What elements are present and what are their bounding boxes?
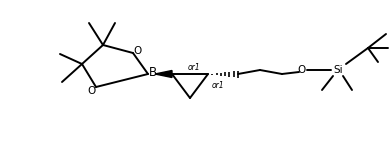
Text: O: O [298,65,306,75]
Text: or1: or1 [188,63,200,72]
Text: O: O [88,86,96,96]
Polygon shape [155,70,172,78]
Text: O: O [134,46,142,56]
Text: or1: or1 [212,81,225,90]
Text: B: B [149,66,157,80]
Text: Si: Si [333,65,343,75]
